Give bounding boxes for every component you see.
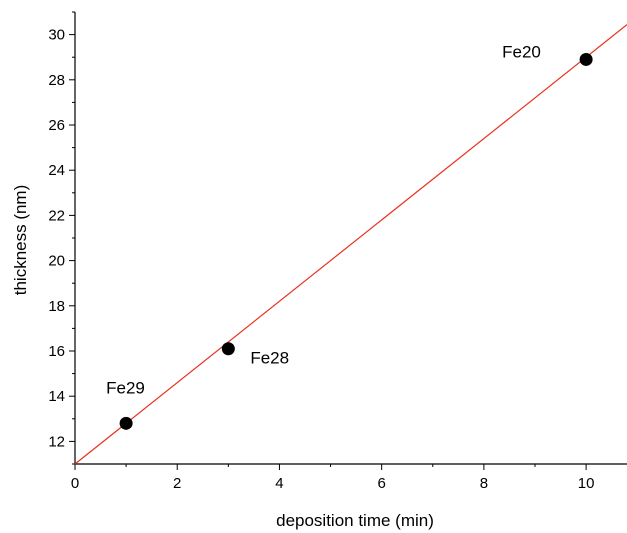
- y-tick-label: 22: [48, 207, 65, 224]
- y-tick-label: 18: [48, 298, 65, 315]
- x-tick-label: 10: [578, 475, 595, 492]
- point-label: Fe29: [106, 378, 145, 397]
- y-tick-label: 14: [48, 388, 65, 405]
- x-axis-label: deposition time (min): [276, 511, 434, 530]
- y-tick-label: 26: [48, 117, 65, 134]
- data-point: [119, 416, 133, 430]
- y-tick-label: 16: [48, 343, 65, 360]
- x-tick-label: 4: [275, 475, 283, 492]
- y-axis-label: thickness (nm): [11, 185, 30, 296]
- y-tick-label: 12: [48, 433, 65, 450]
- fit-line: [74, 24, 627, 465]
- x-tick-label: 6: [377, 475, 385, 492]
- point-label: Fe28: [250, 349, 289, 368]
- x-tick-label: 0: [71, 475, 79, 492]
- y-tick-label: 28: [48, 72, 65, 89]
- y-tick-label: 20: [48, 253, 65, 270]
- x-tick-label: 2: [173, 475, 181, 492]
- data-point: [579, 52, 593, 66]
- x-tick-label: 8: [480, 475, 488, 492]
- y-tick-label: 24: [48, 162, 65, 179]
- y-tick-label: 30: [48, 27, 65, 44]
- point-label: Fe20: [502, 42, 541, 61]
- data-point: [221, 342, 235, 356]
